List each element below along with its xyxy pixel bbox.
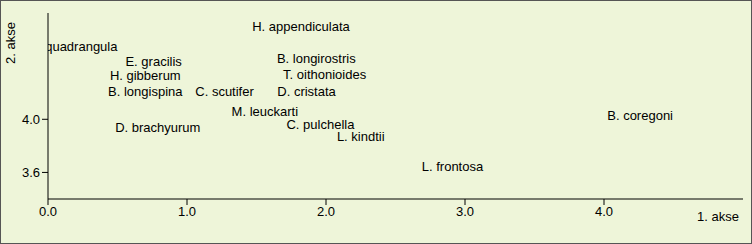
svg-text:D. cristata: D. cristata xyxy=(277,84,336,99)
svg-text:4.0: 4.0 xyxy=(595,204,613,219)
svg-text:B. longispina: B. longispina xyxy=(108,84,183,99)
svg-text:1.0: 1.0 xyxy=(178,204,196,219)
svg-text:D. brachyurum: D. brachyurum xyxy=(115,120,200,135)
svg-text:3.6: 3.6 xyxy=(22,165,40,180)
svg-text:1. akse: 1. akse xyxy=(697,209,739,224)
svg-text:2. akse: 2. akse xyxy=(8,22,18,64)
svg-text:C. scutifer: C. scutifer xyxy=(195,84,254,99)
svg-text:E. gracilis: E. gracilis xyxy=(125,54,182,69)
svg-text:B. longirostris: B. longirostris xyxy=(277,51,356,66)
svg-text:C. quadrangula: C. quadrangula xyxy=(48,39,118,54)
svg-text:H. appendiculata: H. appendiculata xyxy=(252,19,350,34)
svg-text:H. gibberum: H. gibberum xyxy=(110,68,181,83)
svg-text:B. coregoni: B. coregoni xyxy=(607,108,673,123)
svg-text:4.0: 4.0 xyxy=(22,112,40,127)
svg-text:L. frontosa: L. frontosa xyxy=(422,159,484,174)
svg-text:2.0: 2.0 xyxy=(317,204,335,219)
svg-text:3.0: 3.0 xyxy=(456,204,474,219)
svg-text:C. pulchella: C. pulchella xyxy=(286,117,355,133)
svg-text:L. kindtii: L. kindtii xyxy=(337,129,385,144)
svg-text:M. leuckarti: M. leuckarti xyxy=(231,104,299,120)
svg-text:0.0: 0.0 xyxy=(39,204,57,219)
svg-text:T. oithonioides: T. oithonioides xyxy=(283,67,367,82)
